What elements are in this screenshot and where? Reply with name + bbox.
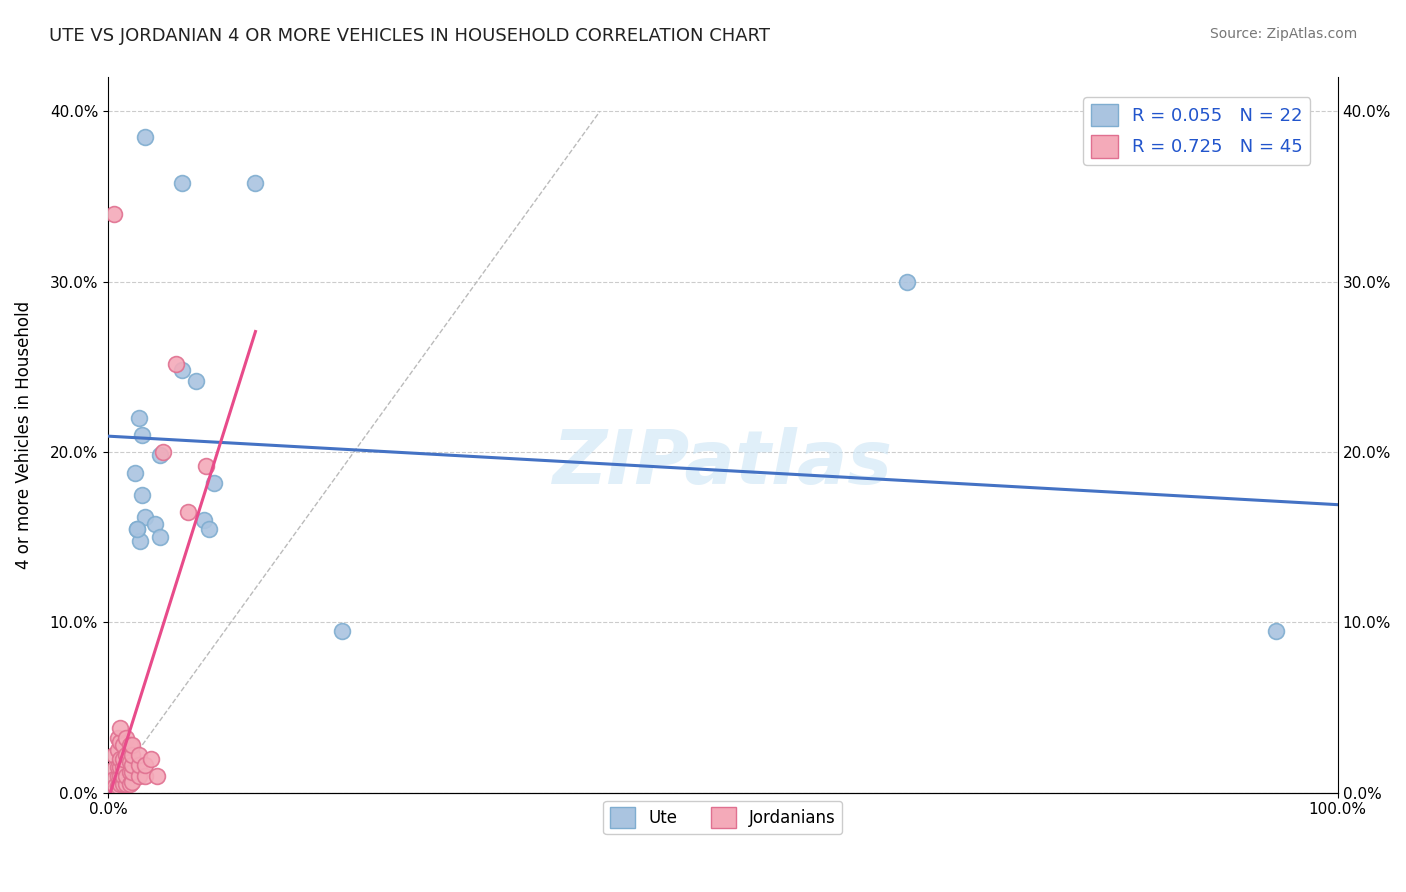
Point (121, 738, 143, 752)
Point (111, 769, 134, 783)
Point (197, 522, 219, 536)
Point (124, 466, 146, 480)
Text: ZIPatlas: ZIPatlas (553, 427, 893, 500)
Point (107, 769, 129, 783)
Point (128, 411, 150, 425)
Legend: Ute, Jordanians: Ute, Jordanians (603, 801, 842, 834)
Point (107, 779, 129, 793)
Y-axis label: 4 or more Vehicles in Household: 4 or more Vehicles in Household (15, 301, 32, 569)
Point (128, 533, 150, 548)
Point (202, 475, 225, 490)
Point (152, 445, 174, 459)
Text: UTE VS JORDANIAN 4 OR MORE VEHICLES IN HOUSEHOLD CORRELATION CHART: UTE VS JORDANIAN 4 OR MORE VEHICLES IN H… (49, 27, 770, 45)
Point (111, 751, 134, 765)
Point (134, 509, 156, 524)
Point (1265, 624, 1288, 638)
Point (127, 522, 149, 536)
Point (121, 765, 143, 780)
Point (118, 765, 141, 780)
Point (108, 769, 131, 783)
Point (104, 779, 127, 793)
Point (111, 738, 134, 752)
Point (170, 176, 193, 190)
Point (193, 513, 215, 527)
Point (186, 374, 208, 388)
Point (131, 428, 153, 442)
Point (134, 130, 156, 145)
Point (121, 748, 143, 763)
Point (330, 624, 353, 638)
Point (127, 522, 149, 536)
Point (245, 176, 267, 190)
Point (108, 721, 131, 735)
Point (107, 731, 129, 746)
Point (115, 769, 138, 783)
Point (103, 207, 125, 221)
Point (139, 751, 162, 765)
Point (103, 762, 125, 776)
Point (103, 772, 125, 786)
Point (118, 755, 141, 769)
Point (103, 748, 125, 763)
Point (134, 758, 156, 772)
Point (118, 777, 141, 791)
Point (148, 530, 170, 544)
Point (170, 363, 193, 377)
Point (108, 751, 131, 765)
Point (111, 760, 134, 774)
Point (108, 777, 131, 791)
Point (177, 505, 200, 519)
Point (128, 769, 150, 783)
Point (121, 775, 143, 789)
Point (115, 777, 138, 791)
Point (118, 738, 141, 752)
Point (134, 769, 156, 783)
Point (148, 449, 170, 463)
Point (165, 357, 187, 371)
Point (128, 748, 150, 763)
Text: Source: ZipAtlas.com: Source: ZipAtlas.com (1209, 27, 1357, 41)
Point (128, 758, 150, 772)
Point (143, 516, 166, 531)
Point (896, 275, 918, 289)
Point (107, 760, 129, 774)
Point (195, 458, 218, 473)
Point (131, 488, 153, 502)
Point (146, 769, 169, 783)
Point (115, 731, 138, 746)
Point (115, 748, 138, 763)
Point (107, 743, 129, 757)
Point (121, 758, 143, 772)
Point (108, 760, 131, 774)
Point (111, 777, 134, 791)
Point (108, 734, 131, 748)
